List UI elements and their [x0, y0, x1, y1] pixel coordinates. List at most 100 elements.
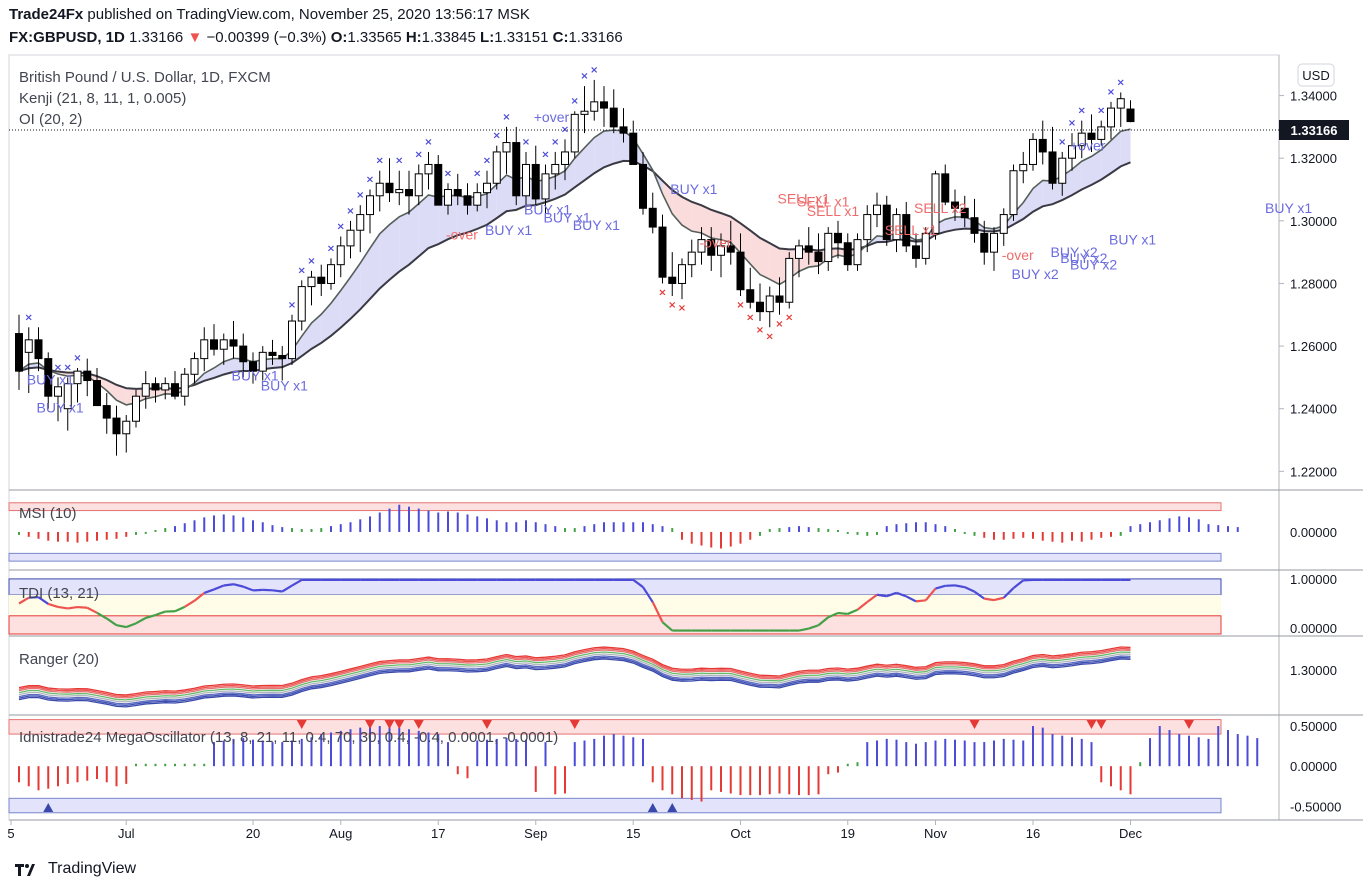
candle-body [288, 320, 296, 360]
oi-low-marker: × [766, 331, 774, 342]
signal-label: BUY x1 [544, 209, 591, 225]
oi-high-marker: × [1058, 137, 1066, 148]
kenji-fast-line [18, 128, 1131, 406]
ranger-legend: Ranger (20) [19, 651, 99, 668]
price-axis[interactable]: 1.34000 1.32000 1.30000 1.28000 1.26000 1.240… [1279, 89, 1341, 815]
ranger-line [18, 647, 1131, 698]
candle [395, 170, 404, 206]
candle-body [1009, 170, 1018, 216]
candle-body [843, 242, 852, 266]
candle [726, 220, 735, 265]
candle [980, 220, 989, 265]
candle-body [44, 358, 53, 397]
candle [931, 170, 940, 240]
candle-body [941, 173, 950, 203]
currency-label: USD [1302, 68, 1329, 83]
close-value: 1.33166 [568, 29, 623, 46]
tdi-line-segment [37, 596, 49, 605]
price-pane[interactable]: ×× ××××××××××× ×××× ××××××××××××× × ×××××××××… [9, 65, 1312, 456]
kenji-band-segment [438, 195, 448, 245]
kenji-band-segment [555, 170, 565, 199]
kenji-band-segment [370, 233, 380, 299]
candle-body [970, 217, 979, 234]
signal-label: -over [700, 234, 732, 250]
candle [648, 192, 657, 234]
ranger-axis-label: 1.30000 [1290, 663, 1337, 678]
candle [697, 227, 706, 265]
time-axis-label: Sep [524, 826, 547, 841]
candle-body [141, 383, 150, 397]
tdi-line-segment [827, 612, 839, 619]
candle-body [717, 245, 725, 256]
kenji-band-segment [448, 195, 458, 240]
main-title: British Pound / U.S. Dollar, 1D, FXCM [19, 69, 271, 86]
ranger-line [18, 651, 1131, 701]
tradingview-icon [15, 864, 35, 876]
candle [795, 239, 803, 278]
candle-body [1087, 132, 1096, 140]
oi-high-marker: × [376, 156, 384, 167]
mega-sell-arrow [1086, 720, 1097, 729]
candle-body [356, 214, 365, 231]
price-change: −0.00399 (−0.3%) [206, 29, 327, 46]
tradingview-logo[interactable]: TradingView [14, 860, 136, 878]
candle [707, 227, 716, 271]
candle [863, 205, 872, 253]
megaoscillator-pane[interactable] [8, 719, 1259, 814]
ranger-pane[interactable] [18, 646, 1131, 708]
candle-body [902, 214, 911, 247]
last-price: 1.33166 [129, 29, 184, 46]
candle [902, 202, 911, 253]
candle [288, 314, 296, 365]
candle-body [171, 383, 179, 397]
kenji-band-segment [389, 216, 400, 280]
candle [541, 164, 550, 215]
candle-body [522, 163, 530, 197]
candle [346, 220, 355, 259]
msi-pane[interactable] [8, 502, 1239, 562]
candle [1116, 92, 1125, 127]
tdi-line-segment [96, 611, 108, 620]
oi-high-marker: × [551, 137, 559, 148]
kenji-legend: Kenji (21, 8, 11, 1, 0.005) [19, 90, 186, 107]
high-label: H: [405, 29, 422, 46]
candle-body [336, 245, 345, 266]
tdi-pane[interactable] [8, 578, 1222, 635]
candle-body [366, 195, 374, 216]
signal-label: SELL x1 [797, 194, 850, 210]
candle-body [1107, 107, 1115, 128]
candle-body [639, 163, 647, 209]
oi-high-marker: × [1097, 106, 1105, 117]
candle [268, 339, 277, 365]
high-value: 1.33845 [421, 29, 476, 46]
candle [434, 155, 443, 206]
candle-body [492, 151, 501, 184]
kenji-band-segment [340, 277, 351, 328]
mega-sell-arrow [569, 720, 580, 729]
candle [327, 258, 335, 290]
candle [93, 368, 101, 407]
author-name[interactable]: Trade24Fx [9, 6, 84, 23]
candle [375, 170, 384, 212]
last-price-badge-text: 1.33166 [1291, 123, 1338, 138]
tdi-line-segment [57, 605, 68, 610]
candle [522, 151, 530, 212]
candle [229, 321, 238, 359]
tdi-line-segment [876, 593, 887, 598]
candle-body [258, 351, 267, 372]
candle [414, 164, 423, 206]
oi-low-marker: × [736, 300, 744, 311]
currency-button[interactable]: USD [1297, 63, 1335, 87]
candle [83, 358, 92, 397]
price-axis-label: 1.22000 [1290, 464, 1337, 479]
brand-name: TradingView [48, 860, 137, 877]
oi-high-marker: × [356, 190, 364, 201]
candle [775, 277, 784, 315]
candle [746, 267, 755, 309]
signal-label: +over [534, 109, 570, 125]
kenji-band-segment [565, 158, 575, 195]
candle [678, 258, 686, 300]
candle-body [473, 192, 482, 206]
time-axis[interactable]: 5 Jul 20 Aug 17 Sep 15 Oct 19 Nov 16 Dec [7, 820, 1143, 841]
